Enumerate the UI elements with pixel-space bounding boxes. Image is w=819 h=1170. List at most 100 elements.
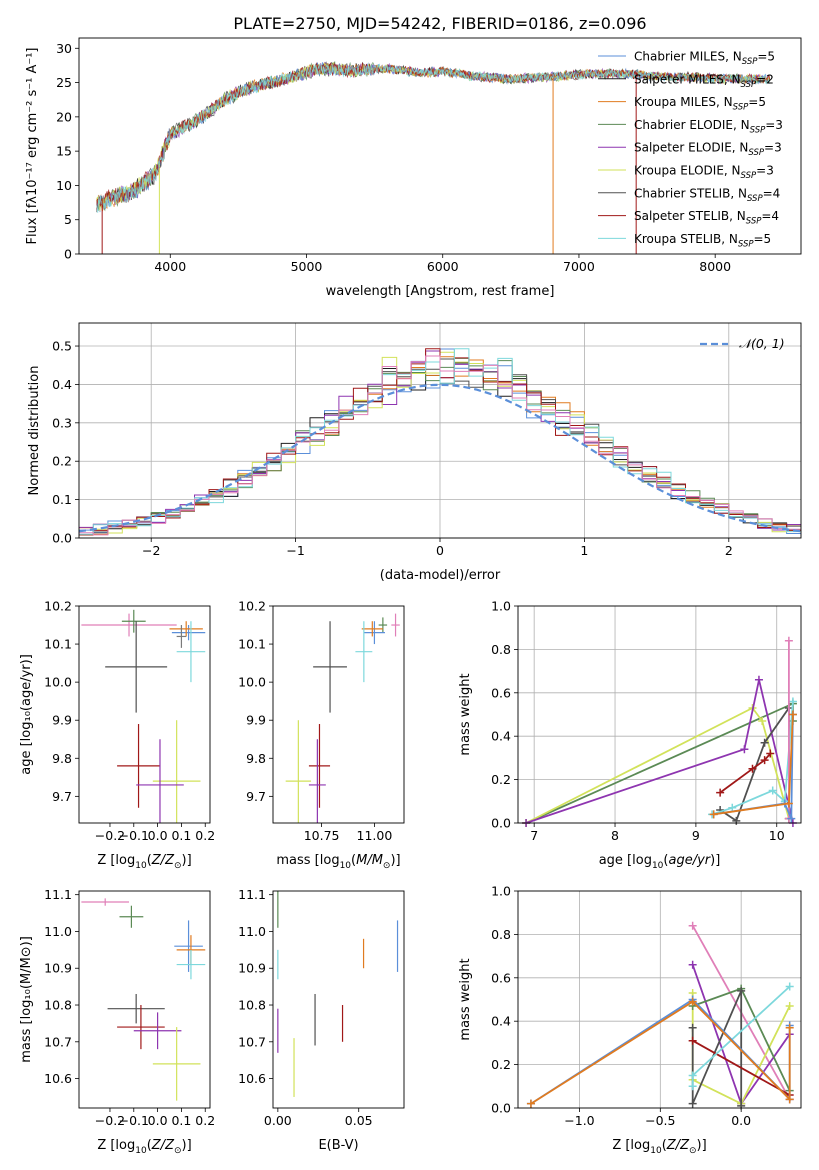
x-tick-label: 9	[692, 828, 700, 843]
y-tick-label: 10.6	[44, 1071, 72, 1086]
weight-point-marker	[526, 1099, 535, 1108]
x-tick-label: 5000	[291, 259, 323, 274]
x-tick-label: 0.1	[171, 828, 191, 843]
x-tick-label: 10	[769, 828, 785, 843]
x-tick-label: 0.0	[148, 828, 168, 843]
weight-point-marker	[785, 982, 794, 991]
y-tick-label: 0.2	[491, 772, 511, 787]
y-tick-label: 10.6	[238, 1071, 266, 1086]
y-tick-label: 11.0	[238, 924, 266, 939]
y-tick-label: 0.3	[52, 415, 72, 430]
weight-point-marker	[758, 717, 767, 726]
y-axis-label: mass weight	[458, 673, 473, 755]
weight-point-marker	[688, 921, 697, 930]
spectrum-series-salpeter-stelib	[96, 62, 771, 210]
weight-series-line	[525, 702, 794, 824]
x-tick-label: 0.2	[195, 1113, 215, 1128]
x-tick-label: 0.1	[171, 1113, 191, 1128]
x-axis-label: Z [log10(Z/Z⊙)]	[612, 1138, 706, 1156]
y-tick-label: 10.8	[44, 998, 72, 1013]
y-tick-label: 0.6	[491, 685, 511, 700]
y-tick-label: 10.8	[238, 998, 266, 1013]
axes-frame	[78, 322, 802, 539]
y-tick-label: 0.4	[491, 1014, 511, 1029]
mass-weight-vs-age-panel: 7 8 9 10 0.0 0.2 0.4 0.6 0.8 1.0 age [log10(age/yr…	[458, 599, 802, 871]
y-tick-label: 9.9	[52, 713, 72, 728]
legend-label: Chabrier MILES, NSSP=5	[634, 50, 775, 68]
y-tick-label: 0.5	[52, 339, 72, 354]
legend-label: Kroupa ELODIE, NSSP=3	[634, 164, 774, 182]
x-tick-label: 7	[530, 828, 538, 843]
x-tick-label: −1.0	[564, 1113, 594, 1128]
y-tick-label: 9.8	[52, 751, 72, 766]
x-axis-label: wavelength [Angstrom, rest frame]	[326, 284, 555, 299]
weight-point-marker	[688, 1082, 697, 1091]
legend-label: Salpeter STELIB, NSSP=4	[634, 209, 779, 227]
axes-frame	[78, 605, 211, 824]
y-tick-label: 0.2	[52, 454, 72, 469]
y-tick-label: 0.8	[491, 927, 511, 942]
weight-series-line	[530, 1000, 791, 1105]
mass-vs-EBV-panel: 0.00 0.05 10.6 10.7 10.8 10.9 11.0 11.1 E(B-V)	[238, 887, 405, 1153]
residuals-panel: −2 −1 0 1 2 0.0 0.1 0.2 0.3 0.4 0.5 (data-model)/er…	[27, 322, 802, 583]
weight-series-line	[525, 706, 790, 824]
weight-point-marker	[688, 1036, 697, 1045]
x-axis-label: Z [log10(Z/Z⊙)]	[97, 1138, 191, 1156]
x-tick-label: 7000	[563, 259, 595, 274]
y-tick-label: 10.1	[44, 637, 72, 652]
y-tick-label: 1.0	[491, 599, 511, 614]
y-axis-label: age [log₁₀(age/yr)]	[19, 654, 34, 775]
axes-frame	[78, 890, 211, 1109]
x-tick-label: 0.0	[731, 1113, 751, 1128]
y-tick-label: 0.0	[491, 1101, 511, 1116]
weight-point-marker	[760, 738, 769, 747]
x-tick-label: 0.2	[195, 828, 215, 843]
y-tick-label: 25	[56, 75, 72, 90]
weight-point-marker	[737, 986, 746, 995]
spectrum-series-kroupa-stelib	[96, 63, 771, 213]
legend-label: Chabrier STELIB, NSSP=4	[634, 186, 780, 204]
weight-point-marker	[688, 997, 697, 1006]
x-tick-label: 0	[436, 543, 444, 558]
x-tick-label: 1	[580, 543, 588, 558]
y-tick-label: 11.0	[44, 924, 72, 939]
x-tick-label: 10.75	[304, 828, 340, 843]
y-tick-label: 11.1	[238, 887, 266, 902]
y-axis-label: Flux [fλ10⁻¹⁷ erg cm⁻² s⁻¹ A⁻¹]	[25, 48, 40, 245]
x-axis-label: mass [log10(M/M⊙)]	[276, 853, 400, 871]
y-tick-label: 0	[64, 247, 72, 262]
y-tick-label: 0.2	[491, 1057, 511, 1072]
age-vs-mass-panel: 10.75 11.00 9.7 9.8 9.9 10.0 10.1 10.2 mass [log…	[238, 599, 405, 871]
axes-frame	[517, 605, 802, 824]
x-tick-label: 6000	[427, 259, 459, 274]
y-tick-label: 0.0	[52, 531, 72, 546]
weight-point-marker	[784, 636, 793, 645]
x-tick-label: −0.1	[119, 828, 149, 843]
y-tick-label: 30	[56, 41, 72, 56]
weight-point-marker	[748, 764, 757, 773]
weight-point-marker	[788, 697, 797, 706]
weight-point-marker	[740, 745, 749, 754]
weight-point-marker	[785, 1002, 794, 1011]
y-tick-label: 9.8	[246, 751, 266, 766]
gaussian-legend-label: 𝒩(0, 1)	[739, 336, 785, 351]
y-tick-label: 15	[56, 144, 72, 159]
y-axis-label: mass weight	[458, 958, 473, 1040]
x-tick-label: 0.0	[148, 1113, 168, 1128]
x-tick-label: −1	[286, 543, 304, 558]
axes-frame	[272, 605, 405, 824]
y-tick-label: 9.9	[246, 713, 266, 728]
legend-label: Salpeter MILES, NSSP=2	[634, 72, 774, 90]
axes-frame	[272, 890, 405, 1109]
weight-point-marker	[688, 1099, 697, 1108]
y-tick-label: 20	[56, 109, 72, 124]
x-tick-label: 0.00	[264, 1113, 292, 1128]
x-tick-label: −0.5	[645, 1113, 675, 1128]
weight-point-marker	[709, 810, 718, 819]
weight-point-marker	[688, 1023, 697, 1032]
weight-series-line	[719, 753, 771, 794]
x-axis-label: E(B-V)	[318, 1138, 358, 1153]
weight-point-marker	[732, 816, 741, 825]
x-tick-label: −0.2	[95, 828, 125, 843]
